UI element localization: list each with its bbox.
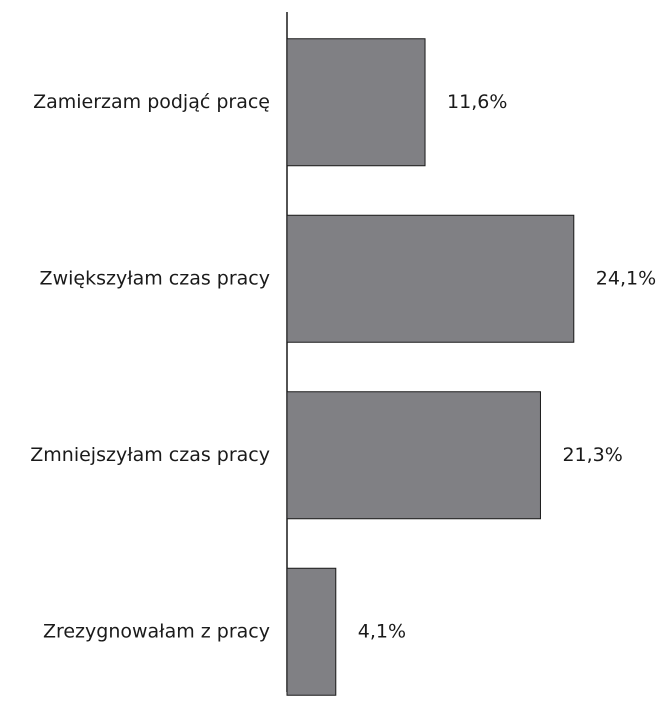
category-label: Zmniejszyłam czas pracy	[30, 444, 270, 466]
value-label: 21,3%	[562, 444, 622, 466]
category-label: Zamierzam podjąć pracę	[33, 91, 270, 113]
bar	[286, 38, 426, 167]
bar	[286, 214, 575, 343]
bar	[286, 567, 337, 696]
value-label: 4,1%	[358, 620, 406, 642]
category-label: Zrezygnowałam z pracy	[43, 620, 270, 642]
value-label: 24,1%	[596, 267, 656, 289]
category-label: Zwiększyłam czas pracy	[40, 267, 270, 289]
bar	[286, 391, 541, 520]
value-label: 11,6%	[447, 91, 507, 113]
